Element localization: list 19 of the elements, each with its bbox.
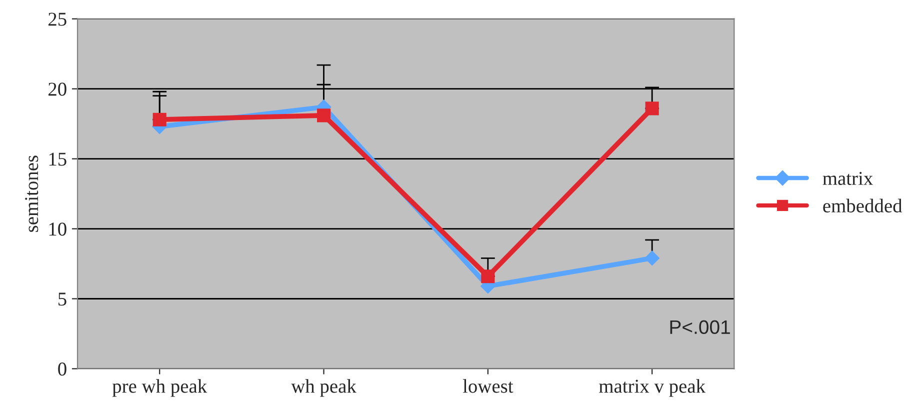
point	[644, 250, 660, 266]
point	[645, 102, 659, 116]
x-tick-label: matrix v peak	[599, 379, 706, 397]
point	[481, 270, 495, 284]
x-tick-label: lowest	[462, 379, 514, 393]
point	[316, 108, 331, 122]
y-tick-label: 10	[49, 222, 66, 236]
annotation: P<.001	[670, 320, 730, 334]
y-tick-label: 0	[58, 362, 66, 376]
point	[152, 112, 166, 126]
x-tick-label: pre wh peak	[112, 379, 208, 397]
y-tick-label: 15	[49, 152, 66, 166]
y-tick-label: 25	[48, 12, 66, 26]
y-tick-label: 20	[48, 82, 66, 96]
y-tick-label: 5	[58, 292, 66, 306]
legend-label: embedded	[823, 198, 902, 212]
legend-label: matrix	[822, 172, 873, 185]
y-axis-title: semitones	[25, 156, 38, 232]
x-tick-label: wh peak	[291, 379, 356, 397]
